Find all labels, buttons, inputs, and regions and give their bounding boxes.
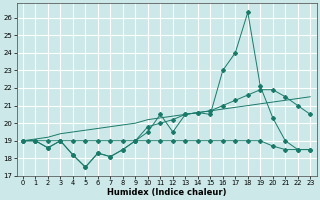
X-axis label: Humidex (Indice chaleur): Humidex (Indice chaleur) [107,188,226,197]
